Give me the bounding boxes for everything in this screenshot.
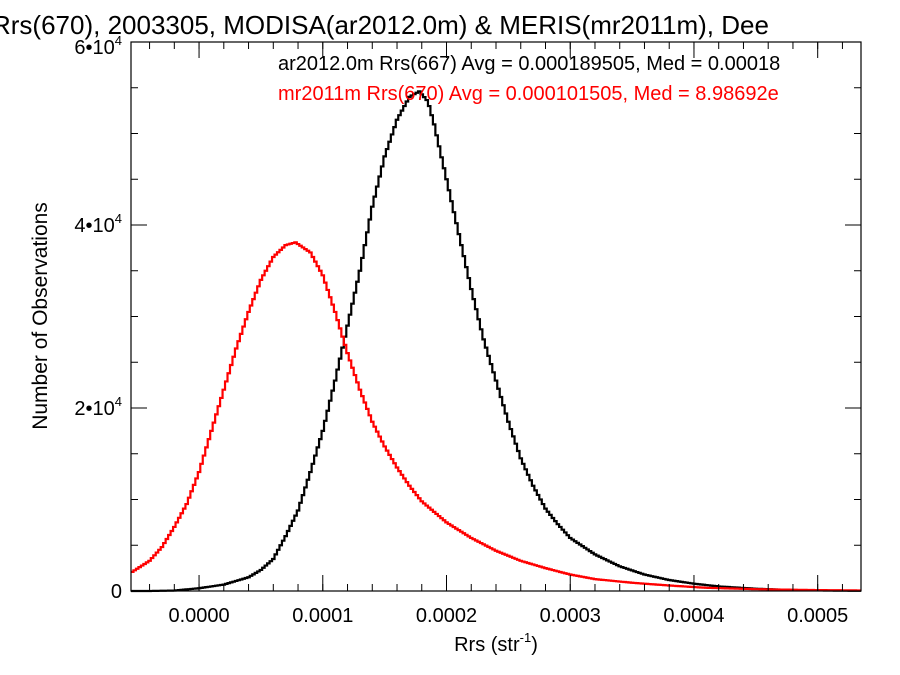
series-1-histogram xyxy=(131,241,861,592)
y-tick-label: 4•104 xyxy=(74,211,122,237)
y-tick-label: 2•104 xyxy=(74,394,122,420)
y-tick-label: 0 xyxy=(111,581,122,603)
x-tick-label: 0.0003 xyxy=(540,605,601,627)
y-tick-exponent: 4 xyxy=(115,394,122,409)
chart-title: Rrs(670), 2003305, MODISA(ar2012.0m) & M… xyxy=(0,10,769,40)
y-axis-label: Number of Observations xyxy=(29,202,52,430)
series-layer xyxy=(131,90,861,593)
y-tick-base: 6•10 xyxy=(74,37,114,59)
legend-entry-modis: ar2012.0m Rrs(667) Avg = 0.000189505, Me… xyxy=(278,53,780,75)
x-tick-label: 0.0000 xyxy=(168,605,229,627)
plot-frame xyxy=(130,41,862,592)
y-tick-base: 2•10 xyxy=(74,398,114,420)
legend-entry-meris: mr2011m Rrs(670) Avg = 0.000101505, Med … xyxy=(278,83,779,105)
x-axis-label: Rrs (str-1) xyxy=(454,630,538,656)
tick-labels: 0.0000 0.0001 0.0002 0.0003 0.0004 0.0005 0 2•1… xyxy=(74,33,848,627)
ticks-layer xyxy=(131,41,861,592)
legend: ar2012.0m Rrs(667) Avg = 0.000189505, Me… xyxy=(278,53,780,105)
x-axis-label-exponent: -1 xyxy=(520,630,532,645)
y-tick-exponent: 4 xyxy=(115,33,122,48)
y-tick-base: 0 xyxy=(111,581,122,603)
x-tick-label: 0.0004 xyxy=(663,605,724,627)
x-tick-label: 0.0002 xyxy=(416,605,477,627)
y-tick-base: 4•10 xyxy=(74,215,114,237)
x-tick-label: 0.0001 xyxy=(292,605,353,627)
x-axis-label-main: Rrs (str xyxy=(454,634,520,656)
x-tick-label: 0.0005 xyxy=(787,605,848,627)
y-tick-label: 6•104 xyxy=(74,33,122,59)
x-axis-label-close: ) xyxy=(531,634,538,656)
y-tick-exponent: 4 xyxy=(115,211,122,226)
